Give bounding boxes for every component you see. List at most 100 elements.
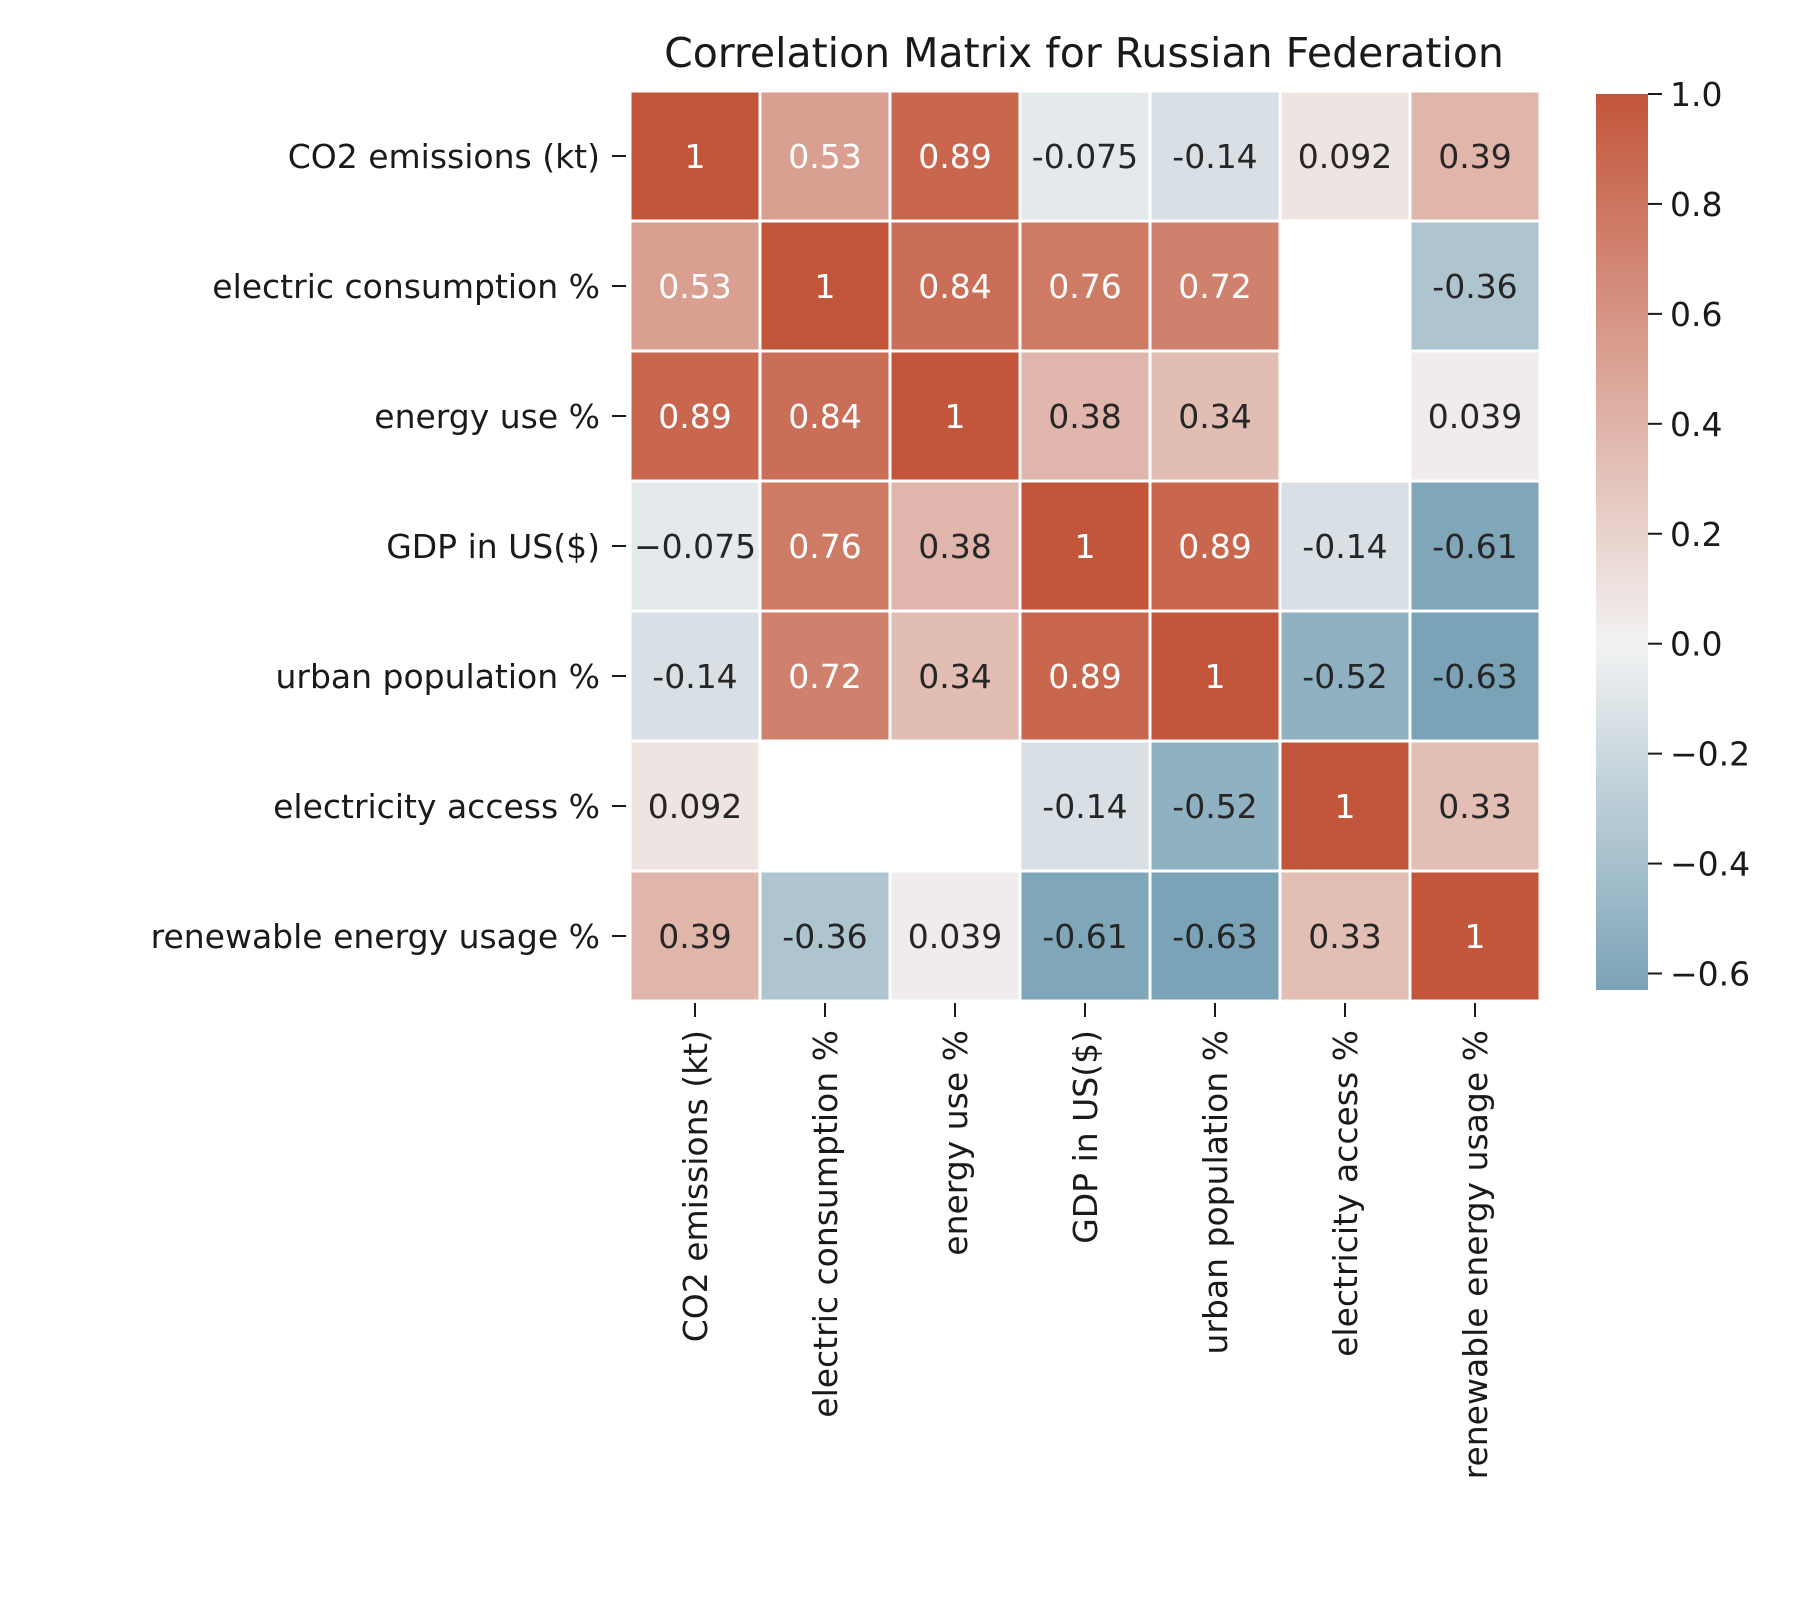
cell-value-label: 0.34 [918,657,991,696]
cell-value-label: 1 [1205,657,1226,696]
colorbar-tick-label: 0.2 [1670,515,1722,554]
cell-value-label: 0.72 [1178,267,1251,306]
x-tick-label: electricity access % [1326,1030,1365,1357]
cell-value-label: 0.039 [1428,397,1522,436]
colorbar-tick-label: 0.6 [1670,295,1722,334]
cell-value-label: 0.092 [648,787,742,826]
heatmap-cell [888,609,1022,743]
cell-value-label: 0.89 [918,137,991,176]
heatmap-cell [1148,739,1282,873]
cell-value-label: 1 [945,397,966,436]
y-axis-tick-labels: CO2 emissions (kt) electric consumption %… [151,137,626,956]
heatmap-cells: 1 0.53 0.89 -0.075 -0.14 0.092 0.39 0.53 1 0.84 0.… [628,89,1542,1003]
heatmap-cell [758,869,892,1003]
heatmap-cell [758,89,892,223]
heatmap-cell [888,219,1022,353]
y-tick-label: renewable energy usage % [151,917,600,956]
heatmap-cell [1018,479,1152,613]
x-tick-label: CO2 emissions (kt) [676,1030,715,1342]
y-tick-label: energy use % [374,397,600,436]
cell-value-label: -0.14 [1302,527,1387,566]
colorbar-tick-label: 0.0 [1670,625,1722,664]
heatmap-cell [1408,349,1542,483]
heatmap-cell [1018,349,1152,483]
heatmap-cell [1148,219,1282,353]
heatmap-cell [628,349,762,483]
heatmap-cell [1148,609,1282,743]
heatmap-cell [1148,869,1282,1003]
cell-value-label: 0.84 [788,397,861,436]
colorbar-tick-label: 1.0 [1670,75,1722,114]
colorbar: 1.0 0.8 0.6 0.4 0.2 0.0 −0.2 −0.4 −0.6 [1596,75,1750,994]
cell-value-label: -0.52 [1302,657,1387,696]
heatmap-cell [1408,609,1542,743]
heatmap-cell [1408,869,1542,1003]
cell-value-label: 1 [1335,787,1356,826]
cell-value-label: 1 [1465,917,1486,956]
cell-value-label: 0.89 [658,397,731,436]
cell-value-label: -0.36 [1432,267,1517,306]
cell-value-label: 0.34 [1178,397,1251,436]
cell-value-label: 0.33 [1308,917,1381,956]
x-tick-label: electric consumption % [806,1030,845,1418]
heatmap-cell [888,479,1022,613]
chart-title: Correlation Matrix for Russian Federatio… [664,29,1504,77]
cell-value-label: -0.61 [1432,527,1517,566]
colorbar-tick-label: 0.8 [1670,185,1722,224]
y-tick-label: GDP in US($) [386,527,600,566]
y-tick-label: CO2 emissions (kt) [288,137,600,176]
y-tick-label: electric consumption % [212,267,600,306]
cell-value-label: -0.63 [1432,657,1517,696]
heatmap-cell [628,219,762,353]
x-axis-tick-labels: CO2 emissions (kt) electric consumption %… [676,1003,1495,1479]
cell-value-label: 0.33 [1438,787,1511,826]
cell-value-label: -0.63 [1172,917,1257,956]
cell-value-label: 0.84 [918,267,991,306]
cell-value-label: -0.36 [782,917,867,956]
heatmap-cell [888,869,1022,1003]
colorbar-tick-label: 0.4 [1670,405,1722,444]
cell-value-label: 0.092 [1298,137,1392,176]
cell-value-label: 0.39 [658,917,731,956]
cell-value-label: 0.53 [788,137,861,176]
cell-value-label: 0.72 [788,657,861,696]
heatmap-cell [1278,89,1412,223]
cell-value-label: -0.14 [1042,787,1127,826]
cell-value-label: 0.89 [1178,527,1251,566]
x-tick-label: GDP in US($) [1066,1030,1105,1244]
heatmap-cell [1408,479,1542,613]
cell-value-label: −0.075 [634,527,756,566]
cell-value-label: 0.039 [908,917,1002,956]
heatmap-cell [888,349,1022,483]
cell-value-label: -0.14 [652,657,737,696]
heatmap-cell [1278,739,1412,873]
y-tick-label: urban population % [275,657,600,696]
x-tick-label: renewable energy usage % [1456,1030,1495,1479]
cell-value-label: -0.61 [1042,917,1127,956]
heatmap-cell [1148,349,1282,483]
colorbar-tick-label: −0.2 [1670,735,1750,774]
heatmap-cell [628,609,762,743]
heatmap-cell [758,479,892,613]
cell-value-label: 0.53 [658,267,731,306]
cell-value-label: 0.76 [1048,267,1121,306]
x-tick-label: urban population % [1196,1030,1235,1355]
heatmap-cell [758,609,892,743]
colorbar-tick-label: −0.4 [1670,845,1750,884]
heatmap-cell [1018,869,1152,1003]
heatmap-cell [628,89,762,223]
colorbar-tick-label: −0.6 [1670,955,1750,994]
cell-value-label: 0.38 [918,527,991,566]
heatmap-cell [628,479,762,613]
heatmap-cell [628,869,762,1003]
y-tick-label: electricity access % [273,787,600,826]
cell-value-label: -0.52 [1172,787,1257,826]
cell-value-label: 0.89 [1048,657,1121,696]
cell-value-label: 1 [815,267,836,306]
cell-value-label: -0.14 [1172,137,1257,176]
colorbar-gradient [1596,94,1648,990]
cell-value-label: 1 [685,137,706,176]
cell-value-label: 1 [1075,527,1096,566]
cell-value-label: 0.39 [1438,137,1511,176]
